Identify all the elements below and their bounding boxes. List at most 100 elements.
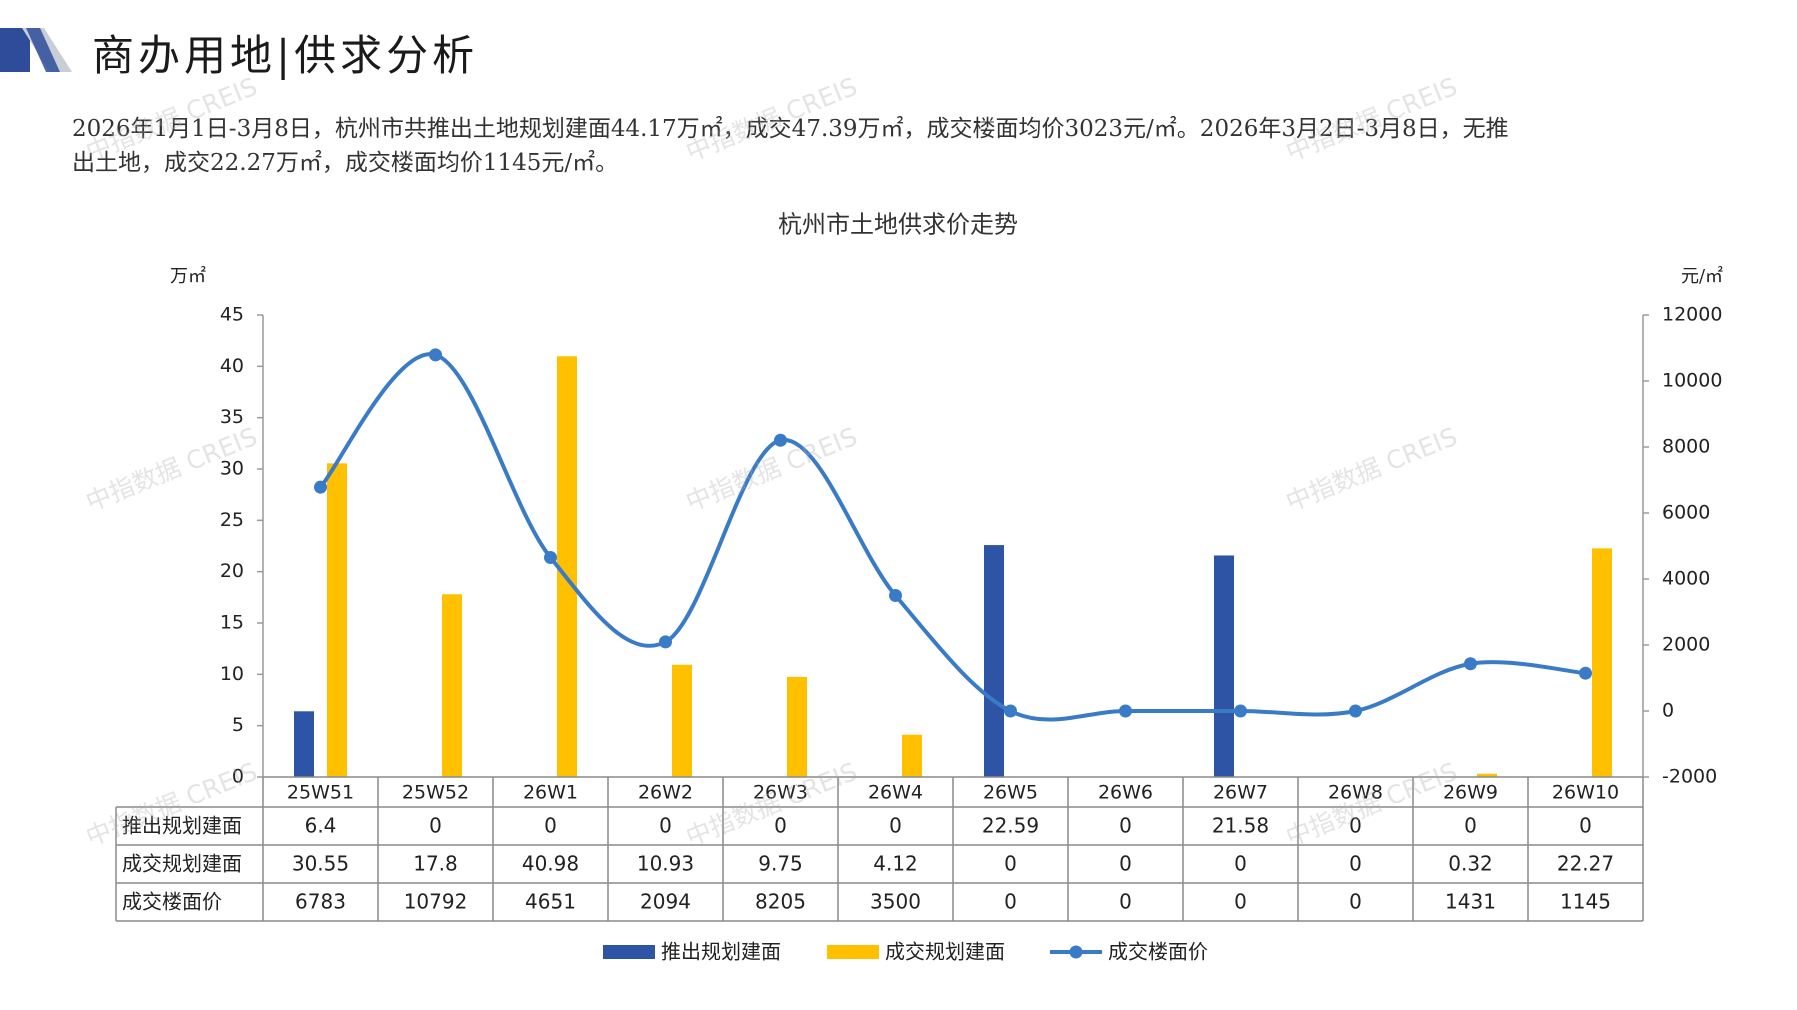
data-label-price: 8205 xyxy=(755,890,806,914)
x-tick-label: 26W6 xyxy=(1098,782,1153,804)
summary-line-2: 出土地，成交22.27万㎡，成交楼面均价1145元/㎡。 xyxy=(72,150,619,176)
x-tick-label: 26W8 xyxy=(1328,782,1383,804)
bar-deal xyxy=(902,734,922,777)
data-label-supply: 0 xyxy=(1349,814,1362,838)
table-row-label-supply: 推出规划建面 xyxy=(122,814,242,838)
data-label-deal: 0 xyxy=(1004,852,1017,876)
price-point xyxy=(1464,657,1477,671)
data-label-price: 6783 xyxy=(295,890,346,914)
x-tick-label: 26W2 xyxy=(638,782,693,804)
y-tick-left-label: 20 xyxy=(220,560,244,582)
y-axis-right-unit: 元/㎡ xyxy=(1681,265,1723,287)
bar-supply xyxy=(1214,555,1234,777)
price-point xyxy=(889,589,902,602)
y-tick-right-label: 0 xyxy=(1662,700,1674,722)
x-tick-label: 26W10 xyxy=(1552,782,1619,804)
data-label-supply: 0 xyxy=(889,814,902,838)
price-point xyxy=(544,551,557,565)
y-tick-right-label: -2000 xyxy=(1662,766,1717,788)
x-tick-label: 26W5 xyxy=(983,782,1038,804)
y-tick-right-label: 10000 xyxy=(1662,370,1722,392)
price-point xyxy=(1004,704,1017,718)
data-label-price: 10792 xyxy=(404,890,468,914)
legend-label-deal: 成交规划建面 xyxy=(885,940,1005,964)
x-tick-label: 26W1 xyxy=(523,782,578,804)
x-tick-label: 26W3 xyxy=(753,782,808,804)
legend-label-price: 成交楼面价 xyxy=(1108,940,1208,964)
price-point xyxy=(1349,704,1362,718)
price-point xyxy=(659,635,672,649)
y-tick-left-label: 45 xyxy=(220,304,244,326)
bar-deal xyxy=(1592,548,1612,777)
price-line xyxy=(318,352,1586,722)
legend-swatch-supply xyxy=(603,945,655,959)
data-label-price: 0 xyxy=(1004,890,1017,914)
legend-marker-price xyxy=(1069,945,1083,959)
price-point xyxy=(1119,704,1132,718)
x-tick-label: 26W7 xyxy=(1213,782,1268,804)
data-label-supply: 0 xyxy=(1464,814,1477,838)
data-label-price: 0 xyxy=(1119,890,1132,914)
data-label-deal: 30.55 xyxy=(292,852,349,876)
bar-deal xyxy=(327,463,347,777)
x-tick-label: 25W52 xyxy=(402,782,469,804)
data-label-deal: 0 xyxy=(1119,852,1132,876)
data-label-price: 2094 xyxy=(640,890,691,914)
data-label-supply: 0 xyxy=(659,814,672,838)
y-tick-left-label: 30 xyxy=(220,458,244,480)
data-label-deal: 22.27 xyxy=(1557,852,1614,876)
y-tick-right-label: 8000 xyxy=(1662,436,1710,458)
data-label-price: 0 xyxy=(1234,890,1247,914)
y-axis-left-unit: 万㎡ xyxy=(170,265,206,287)
summary-line-1: 2026年1月1日-3月8日，杭州市共推出土地规划建面44.17万㎡，成交47.… xyxy=(72,116,1509,142)
data-label-deal: 0.32 xyxy=(1448,852,1493,876)
data-label-supply: 0 xyxy=(1579,814,1592,838)
y-tick-right-label: 2000 xyxy=(1662,634,1710,656)
legend-swatch-deal xyxy=(827,945,879,959)
data-label-supply: 22.59 xyxy=(982,814,1039,838)
data-label-price: 0 xyxy=(1349,890,1362,914)
data-label-deal: 10.93 xyxy=(637,852,694,876)
data-label-deal: 4.12 xyxy=(873,852,918,876)
data-label-deal: 0 xyxy=(1349,852,1362,876)
data-label-supply: 0 xyxy=(429,814,442,838)
data-label-supply: 0 xyxy=(544,814,557,838)
y-tick-left-label: 25 xyxy=(220,509,244,531)
data-label-deal: 17.8 xyxy=(413,852,458,876)
table-row-label-price: 成交楼面价 xyxy=(122,890,222,914)
y-tick-right-label: 4000 xyxy=(1662,568,1710,590)
data-label-supply: 21.58 xyxy=(1212,814,1269,838)
data-label-deal: 0 xyxy=(1234,852,1247,876)
y-tick-left-label: 10 xyxy=(220,663,244,685)
price-point xyxy=(1579,666,1592,680)
data-label-deal: 9.75 xyxy=(758,852,803,876)
bar-deal xyxy=(1477,773,1497,777)
y-tick-left-label: 0 xyxy=(232,766,244,788)
data-label-price: 1145 xyxy=(1560,890,1611,914)
y-tick-left-label: 35 xyxy=(220,406,244,428)
data-label-price: 4651 xyxy=(525,890,576,914)
y-tick-right-label: 6000 xyxy=(1662,502,1710,524)
chart-title: 杭州市土地供求价走势 xyxy=(778,211,1018,239)
page-title: 商办用地|供求分析 xyxy=(92,31,479,80)
legend-label-supply: 推出规划建面 xyxy=(661,940,781,964)
y-tick-left-label: 40 xyxy=(220,355,244,377)
header-decoration xyxy=(0,28,72,72)
summary-text: 2026年1月1日-3月8日，杭州市共推出土地规划建面44.17万㎡，成交47.… xyxy=(72,112,1732,180)
bar-deal xyxy=(557,356,577,777)
price-point xyxy=(774,433,787,447)
data-label-supply: 0 xyxy=(1119,814,1132,838)
y-tick-left-label: 15 xyxy=(220,612,244,634)
y-tick-left-label: 5 xyxy=(232,714,244,736)
data-label-deal: 40.98 xyxy=(522,852,579,876)
data-label-price: 3500 xyxy=(870,890,921,914)
bar-deal xyxy=(787,676,807,777)
bar-supply xyxy=(294,711,314,777)
y-tick-right-label: 12000 xyxy=(1662,304,1722,326)
price-point xyxy=(314,480,327,494)
bar-supply xyxy=(984,545,1004,777)
data-label-supply: 6.4 xyxy=(305,814,337,838)
price-point xyxy=(1234,704,1247,718)
price-point xyxy=(429,348,442,362)
